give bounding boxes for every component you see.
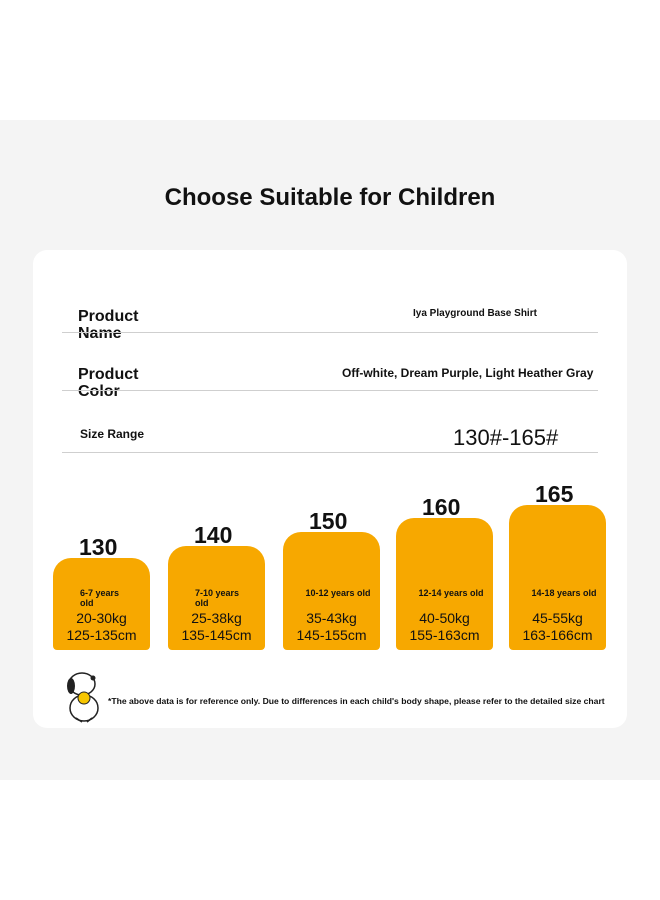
size-label: 130 [79,534,118,560]
size-label: 150 [309,508,348,534]
size-box [509,505,606,650]
height-label: 163-166cm [522,627,593,643]
footnote: *The above data is for reference only. D… [108,696,605,706]
row-divider [62,332,598,333]
row-label: Size Range [80,427,145,441]
height-label: 155-163cm [409,627,480,643]
row-value: Iya Playground Base Shirt [413,308,537,319]
height-label: 145-155cm [296,627,367,643]
height-label: 125-135cm [66,627,137,643]
weight-label: 25-38kg [191,610,242,626]
row-value: 130#-165# [453,425,559,450]
size-box [396,518,493,650]
height-label: 135-145cm [181,627,252,643]
weight-label: 20-30kg [76,610,127,626]
size-box [283,532,380,650]
size-box [53,558,150,650]
age-label: 10-12 years old [305,588,371,598]
size-label: 165 [535,481,574,507]
page-title: Choose Suitable for Children [164,184,496,211]
age-label: 6-7 years old [80,588,120,608]
size-box [168,546,265,650]
size-label: 160 [422,494,461,520]
weight-label: 40-50kg [419,610,470,626]
row-divider [62,452,598,453]
row-divider [62,390,598,391]
size-label: 140 [194,522,233,548]
row-value: Off-white, Dream Purple, Light Heather G… [342,366,594,380]
age-label: 12-14 years old [418,588,484,598]
snoopy-icon [67,672,99,723]
weight-label: 35-43kg [306,610,357,626]
row-label: Product Color [78,366,139,400]
row-label: Product Name [78,308,139,342]
age-label: 14-18 years old [531,588,597,598]
age-label: 7-10 years old [195,588,240,608]
weight-label: 45-55kg [532,610,583,626]
